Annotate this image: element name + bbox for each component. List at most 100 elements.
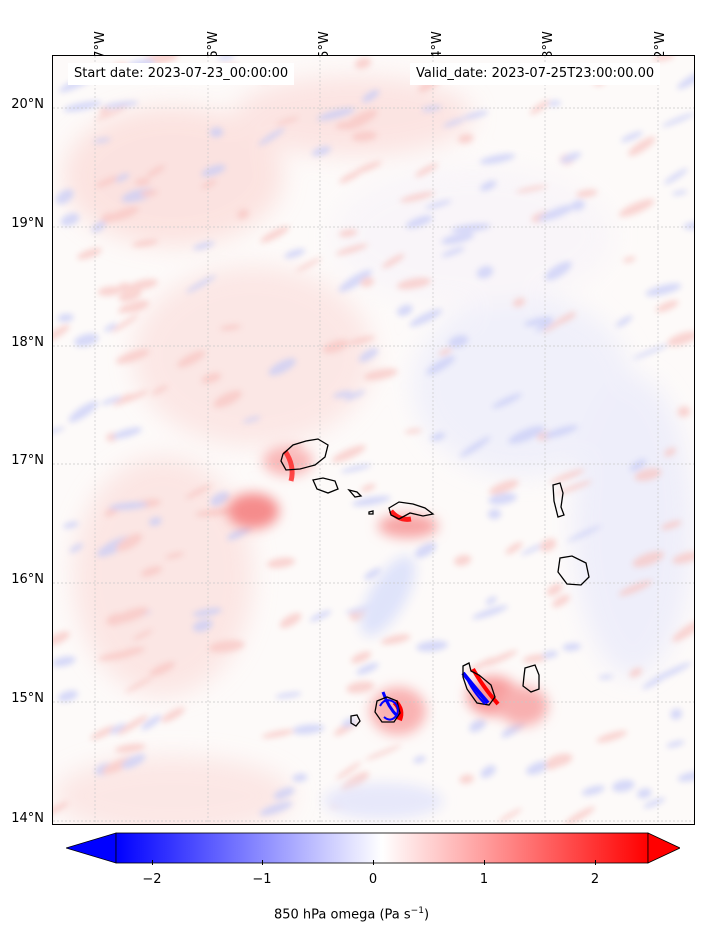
lat-label-15n: 15°N <box>11 691 44 706</box>
field-streak-positive <box>404 428 422 434</box>
field-streak-negative <box>571 200 585 211</box>
field-streak-positive <box>90 725 117 740</box>
field-streak-positive <box>149 661 176 677</box>
field-streak-negative <box>311 146 331 157</box>
field-streak-positive <box>107 206 139 222</box>
field-streak-negative <box>217 56 235 61</box>
cbar-tick-m1: −1 <box>252 872 272 887</box>
colorbar-extend-max <box>647 832 681 864</box>
field-streak-negative <box>479 153 516 165</box>
field-streak-positive <box>360 277 374 287</box>
field-streak-negative <box>101 396 123 405</box>
field-streak-positive <box>338 229 358 238</box>
field-streak-positive <box>672 619 694 642</box>
field-streak-negative <box>485 596 497 605</box>
field-streak-positive <box>343 109 378 130</box>
field-streak-negative <box>103 101 139 109</box>
field-streak-positive <box>628 136 656 156</box>
field-streak-positive <box>363 368 398 381</box>
field-streak-negative <box>666 740 685 748</box>
field-streak-negative <box>661 112 694 127</box>
field-streak-negative <box>620 131 643 142</box>
field-streak-negative <box>338 269 372 292</box>
field-streak-positive <box>545 758 560 770</box>
island-sal <box>552 482 565 518</box>
field-streak-negative <box>227 525 252 541</box>
field-streak-positive <box>261 729 295 739</box>
field-streak-negative <box>268 358 296 376</box>
colorbar-label-end: ) <box>423 907 430 923</box>
omega-field-map <box>53 56 694 824</box>
field-streak-negative <box>629 458 647 472</box>
field-streak-negative <box>521 542 547 556</box>
cbar-tickmark-m2 <box>152 860 153 865</box>
colorbar <box>64 832 681 864</box>
cbar-tickmark-m1 <box>262 860 263 865</box>
island-sao-nicolau <box>388 501 435 520</box>
field-streak-positive <box>632 551 665 568</box>
field-streak-positive <box>195 508 235 517</box>
field-streak-negative <box>309 610 332 622</box>
field-streak-negative <box>426 355 456 375</box>
field-streak-positive <box>117 647 145 657</box>
field-streak-negative <box>115 173 130 182</box>
cbar-tick-0: 0 <box>368 872 378 887</box>
field-streak-negative <box>451 223 491 233</box>
field-streak-negative <box>242 416 261 423</box>
map-panel[interactable] <box>52 55 695 825</box>
field-streak-negative <box>141 714 162 731</box>
field-streak-positive <box>275 116 299 126</box>
field-streak-negative <box>192 607 222 617</box>
field-streak-negative <box>480 765 496 778</box>
field-streak-positive <box>335 243 369 256</box>
colorbar-gradient <box>115 832 649 864</box>
field-streak-negative <box>664 168 688 185</box>
field-streak-positive <box>53 631 70 646</box>
field-streak-negative <box>642 670 672 690</box>
field-streak-positive <box>132 239 159 247</box>
field-streak-positive <box>213 390 242 408</box>
island-boa-vista <box>557 555 590 586</box>
field-streak-positive <box>165 552 185 559</box>
field-streak-positive <box>361 483 376 492</box>
lat-label-17n: 17°N <box>11 453 44 468</box>
field-streak-positive <box>365 745 402 761</box>
field-streak-negative <box>69 543 83 553</box>
field-streak-positive <box>457 133 474 144</box>
field-streak-negative <box>291 724 325 735</box>
field-streak-negative <box>317 107 356 121</box>
field-streak-negative <box>284 248 306 259</box>
colorbar-label: 850 hPa omega (Pa s−1) <box>0 906 703 922</box>
field-streak-negative <box>340 464 372 473</box>
field-streak-negative <box>637 788 652 799</box>
field-streak-positive <box>415 163 438 177</box>
cbar-tickmark-2 <box>595 860 596 865</box>
field-streak-positive <box>296 257 322 272</box>
cbar-tickmark-0 <box>373 860 374 865</box>
field-streak-positive <box>382 253 405 269</box>
field-streak-negative <box>273 787 295 800</box>
field-streak-positive <box>619 199 655 217</box>
field-streak-negative <box>581 785 605 796</box>
field-streak-positive <box>522 654 549 663</box>
field-streak-positive <box>53 324 70 342</box>
cbar-tickmark-1 <box>484 860 485 865</box>
field-streak-positive <box>115 349 150 364</box>
lat-label-19n: 19°N <box>11 216 44 231</box>
field-streak-positive <box>151 385 168 395</box>
colorbar-extend-min <box>64 832 117 864</box>
field-streak-positive <box>185 484 212 499</box>
field-streak-positive <box>634 468 662 481</box>
field-streak-negative <box>333 390 353 398</box>
field-streaks <box>53 56 694 824</box>
colorbar-label-sup: −1 <box>410 906 424 916</box>
field-streak-negative <box>441 247 465 257</box>
field-streak-positive <box>555 480 592 495</box>
field-streak-positive <box>653 56 675 62</box>
field-streak-negative <box>275 692 302 699</box>
field-streak-negative <box>542 650 558 659</box>
field-streak-positive <box>512 297 526 307</box>
field-streak-negative <box>476 265 494 279</box>
field-streak-negative <box>472 605 508 620</box>
field-streak-positive <box>347 336 375 345</box>
